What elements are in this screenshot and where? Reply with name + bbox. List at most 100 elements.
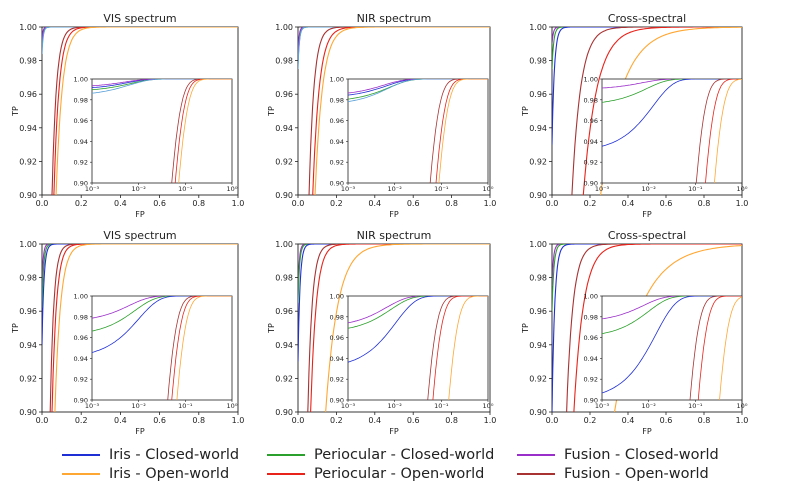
inset-x-tick-label: 10⁰ [483, 402, 494, 410]
inset-series-line-periocular_closed [92, 296, 232, 332]
y-tick-label: 0.96 [275, 307, 293, 316]
y-tick-label: 0.90 [275, 191, 293, 200]
y-tick-label: 0.90 [275, 408, 293, 417]
inset-series-line-iris_closed [92, 79, 232, 89]
x-tick-label: 0.8 [445, 416, 458, 425]
inset-series-group [602, 296, 742, 400]
x-tick-label: 0.6 [660, 416, 673, 425]
y-tick-label: 1.00 [19, 240, 37, 249]
inset-y-tick-label: 0.90 [330, 180, 344, 188]
legend-swatch [517, 473, 555, 475]
inset-x-tick-label: 10⁻¹ [688, 402, 703, 410]
inset-x-tick-label: 10⁻¹ [688, 185, 703, 193]
chart-title: VIS spectrum [103, 12, 176, 25]
y-tick-label: 0.98 [19, 274, 37, 283]
chart-title: Cross-spectral [608, 229, 686, 242]
legend-label: Iris - Closed-world [109, 447, 240, 463]
x-tick-label: 0.2 [584, 199, 597, 208]
x-tick-label: 1.0 [736, 416, 749, 425]
y-axis-label: TP [267, 106, 276, 117]
inset-y-tick-label: 0.94 [330, 355, 344, 363]
x-tick-label: 0.0 [546, 416, 559, 425]
x-axis-label: FP [642, 427, 652, 436]
series-line-fusion_open [307, 244, 490, 412]
series-line-fusion_closed [552, 244, 742, 287]
inset-x-tick-label: 10⁻² [388, 185, 403, 193]
roc-figure: VIS spectrum 0.90 0.92 0.94 0.96 0.98 1.00 0.0 0… [11, 12, 749, 436]
x-tick-label: 0.6 [660, 199, 673, 208]
inset-x-tick-label: 10⁻² [642, 185, 657, 193]
inset-series-line-periocular_open [705, 79, 742, 183]
y-tick-label: 1.00 [275, 23, 293, 32]
x-tick-label: 0.8 [192, 199, 205, 208]
chart-title: NIR spectrum [357, 229, 432, 242]
x-tick-label: 0.6 [153, 416, 166, 425]
inset-series-line-iris_open [178, 79, 232, 183]
y-tick-label: 1.00 [19, 23, 37, 32]
inset-panel: 0.90 0.92 0.94 0.96 0.98 1.00 10⁻³ 10⁻² 10⁻¹ 10⁰ [584, 293, 748, 411]
inset-y-tick-label: 0.92 [584, 159, 598, 167]
inset-y-tick-label: 1.00 [74, 76, 88, 84]
inset-y-tick-label: 1.00 [74, 293, 88, 301]
inset-series-line-iris_closed [602, 296, 742, 394]
inset-x-tick-label: 10⁰ [227, 185, 238, 193]
series-line-fusion_open [49, 244, 238, 412]
inset-series-line-iris_open [448, 296, 488, 400]
x-tick-label: 0.2 [584, 416, 597, 425]
inset-x-tick-label: 10⁰ [737, 185, 748, 193]
x-tick-label: 0.0 [546, 199, 559, 208]
chart-title: Cross-spectral [608, 12, 686, 25]
y-tick-label: 0.98 [529, 57, 547, 66]
inset-y-tick-label: 0.98 [330, 313, 344, 321]
x-tick-label: 1.0 [232, 416, 245, 425]
inset-y-tick-label: 0.92 [74, 376, 88, 384]
inset-y-tick-label: 0.92 [330, 376, 344, 384]
y-tick-label: 0.96 [529, 90, 547, 99]
chart-panel-r1c3: Cross-spectral0.900.920.940.960.981.000.… [521, 12, 748, 219]
inset-y-tick-label: 1.00 [584, 293, 598, 301]
chart-title: NIR spectrum [357, 12, 432, 25]
inset-x-tick-label: 10⁻³ [341, 185, 356, 193]
legend-item-periocular-closed: Periocular - Closed-world [267, 445, 494, 465]
inset-x-tick-label: 10⁻¹ [178, 185, 193, 193]
x-tick-label: 0.4 [622, 199, 635, 208]
inset-series-line-periocular_closed_alt [348, 79, 488, 102]
inset-series-line-fusion_closed [602, 296, 742, 320]
legend-swatch [267, 454, 305, 456]
x-tick-label: 1.0 [484, 416, 497, 425]
y-tick-label: 0.94 [529, 124, 547, 133]
series-line-iris_closed [552, 244, 742, 412]
y-tick-label: 0.98 [275, 274, 293, 283]
x-tick-label: 0.0 [36, 416, 49, 425]
y-tick-label: 0.92 [275, 157, 293, 166]
inset-series-line-fusion_open [689, 296, 742, 400]
series-line-fusion_closed [298, 244, 490, 295]
y-axis-label: TP [11, 106, 20, 117]
x-tick-label: 0.6 [153, 199, 166, 208]
inset-panel: 0.90 0.92 0.94 0.96 0.98 1.00 10⁻³ 10⁻² 10⁻¹ 10⁰ [74, 293, 238, 411]
inset-series-line-iris_open [438, 79, 488, 183]
inset-y-tick-label: 0.94 [74, 355, 88, 363]
x-tick-label: 0.8 [698, 416, 711, 425]
series-line-periocular_closed [42, 27, 238, 48]
series-group [552, 244, 742, 412]
series-line-iris_closed [552, 27, 742, 145]
x-axis-label: FP [389, 427, 399, 436]
inset-panel: 0.90 0.92 0.94 0.96 0.98 1.00 10⁻³ 10⁻² 10⁻¹ 10⁰ [330, 76, 494, 194]
inset-y-tick-label: 1.00 [584, 76, 598, 84]
inset-frame [91, 78, 233, 184]
y-tick-label: 0.92 [19, 374, 37, 383]
y-tick-label: 0.98 [529, 274, 547, 283]
inset-x-tick-label: 10⁻³ [595, 185, 610, 193]
x-tick-label: 0.6 [407, 199, 420, 208]
inset-y-tick-label: 0.90 [74, 180, 88, 188]
series-line-periocular_open [51, 244, 238, 412]
x-tick-label: 0.2 [330, 416, 343, 425]
inset-y-tick-label: 0.98 [584, 96, 598, 104]
inset-y-tick-label: 0.90 [584, 397, 598, 405]
series-line-periocular_open [573, 244, 742, 412]
inset-y-tick-label: 0.94 [330, 138, 344, 146]
x-tick-label: 0.4 [114, 416, 127, 425]
y-tick-label: 0.92 [275, 374, 293, 383]
inset-frame [347, 78, 489, 184]
